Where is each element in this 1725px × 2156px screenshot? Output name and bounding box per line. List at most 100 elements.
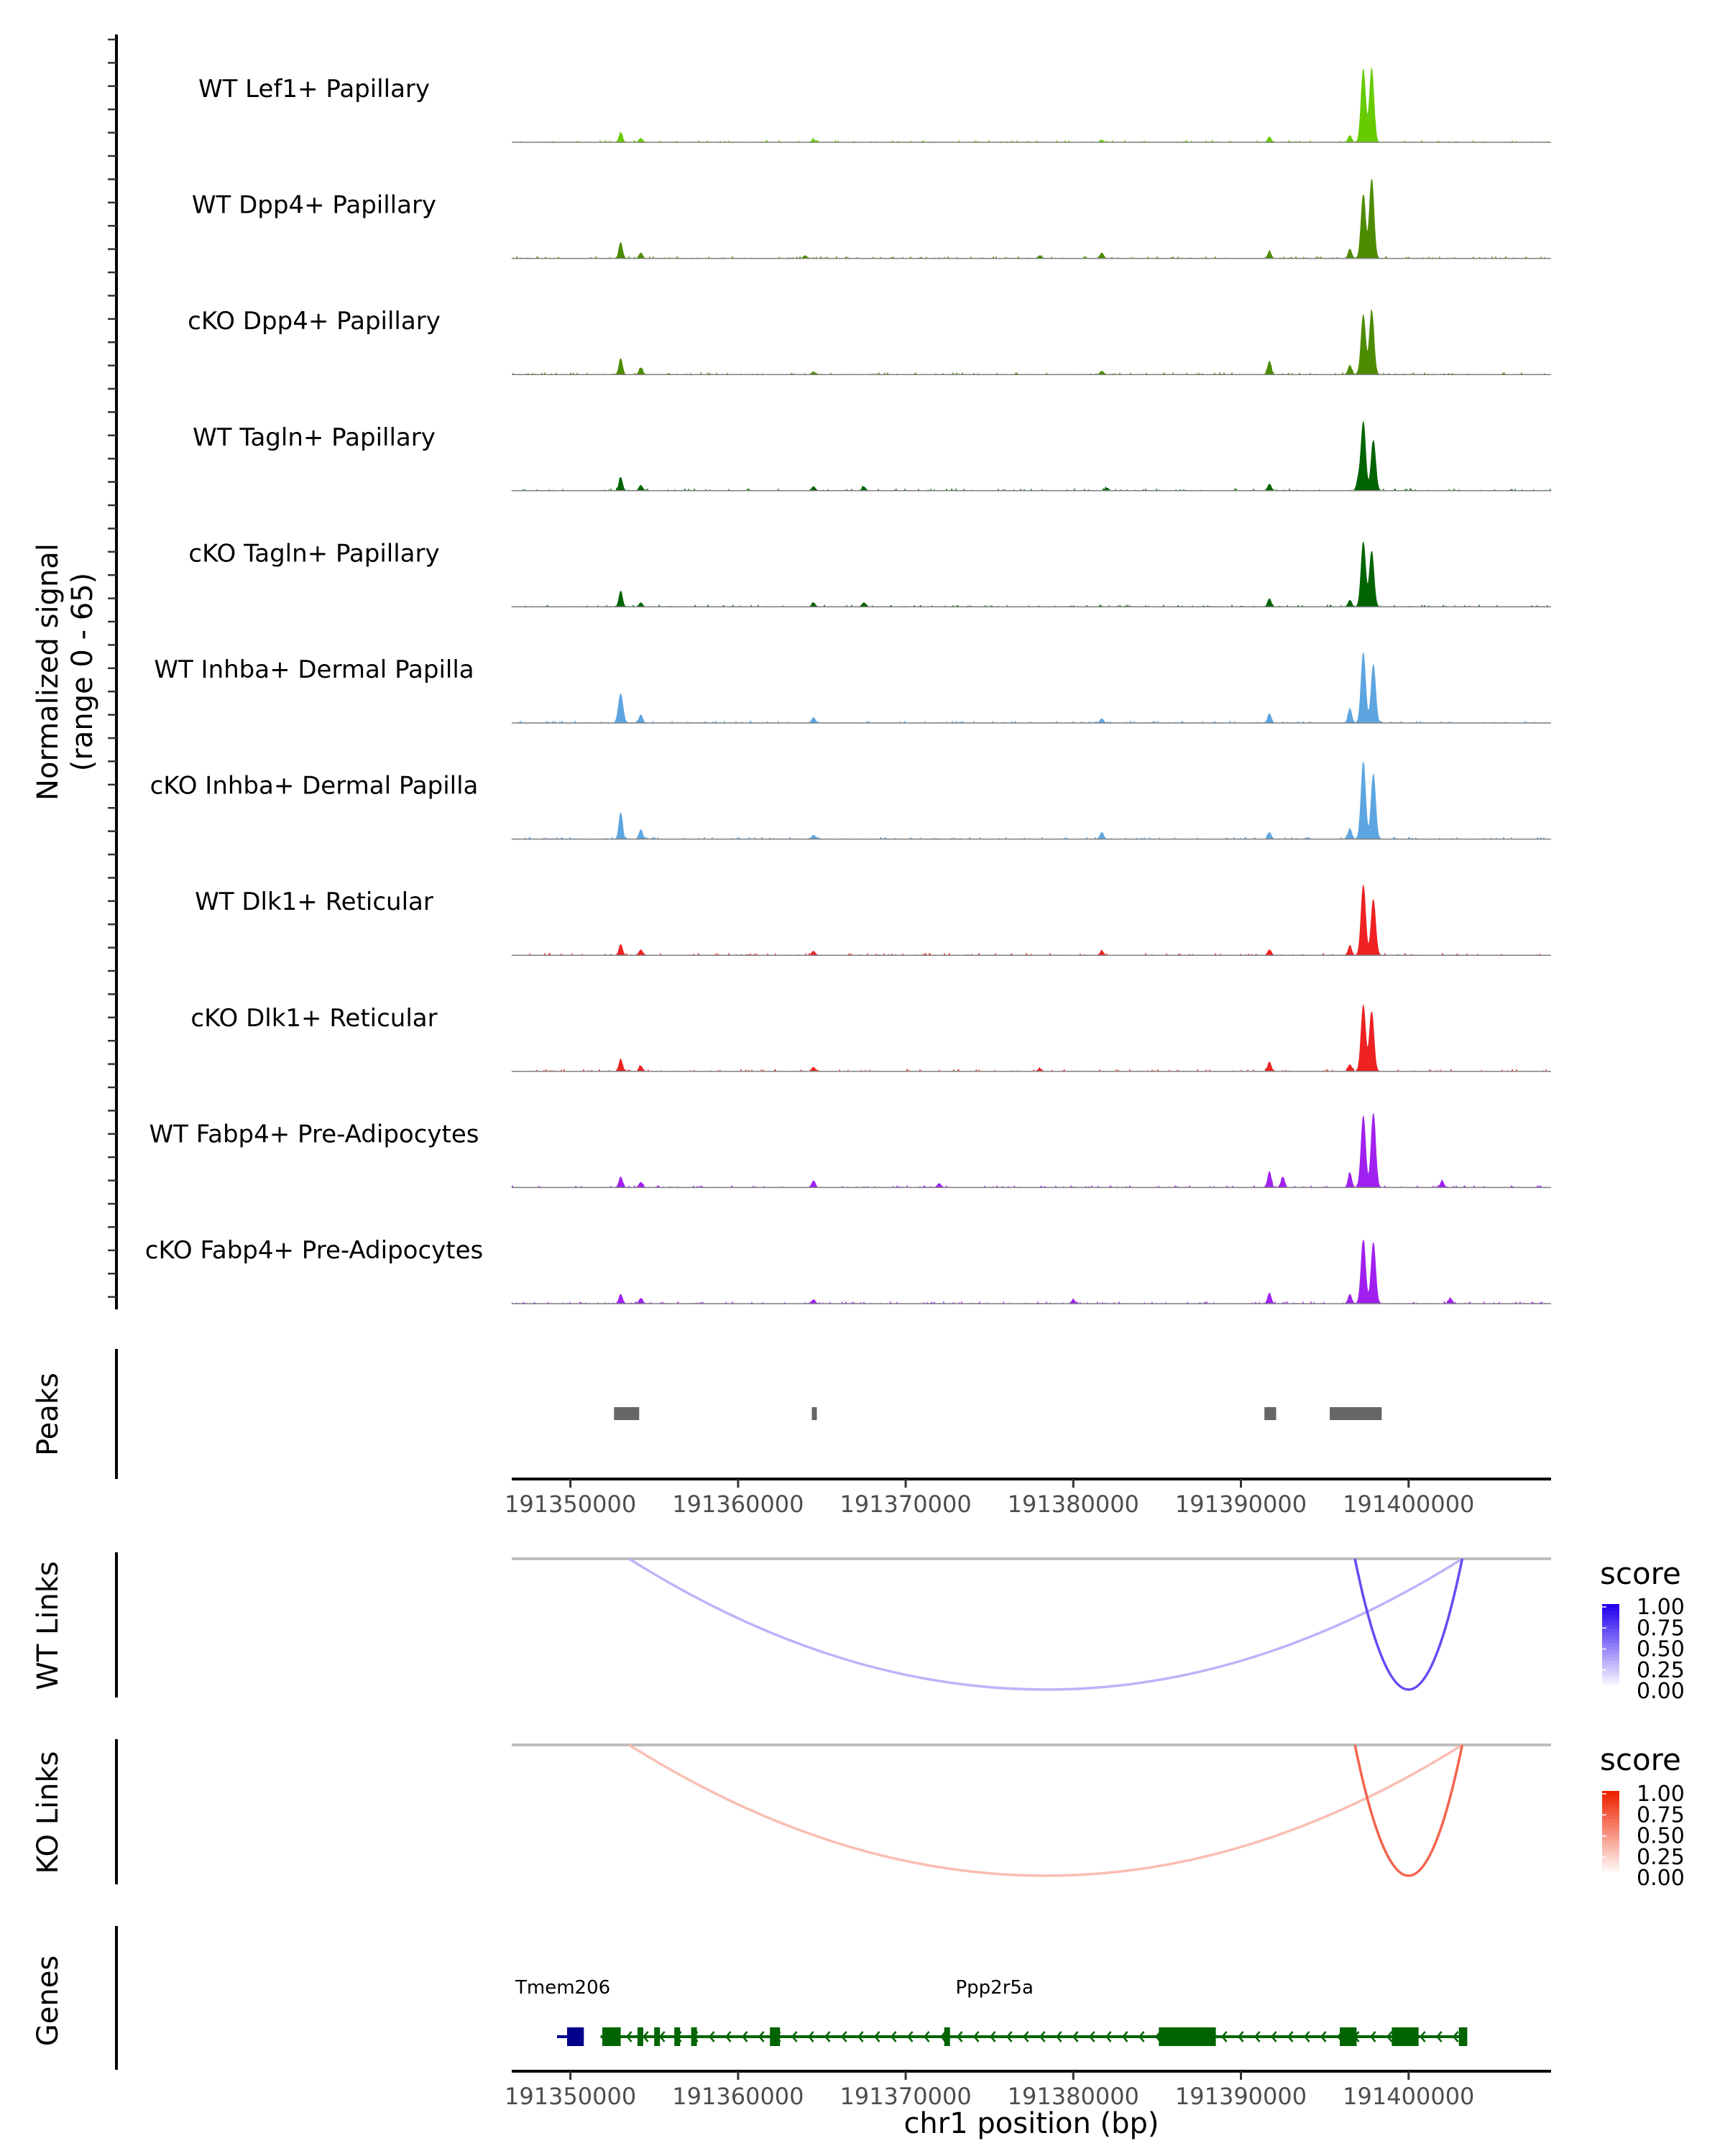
legend-color-step [1602,1628,1619,1633]
legend-tick-label: 0.50 [1637,1824,1685,1849]
strand-arrow [1320,2031,1327,2042]
legend-color-step [1602,1657,1619,1662]
legend-color-step [1602,1854,1619,1858]
peak-region [1330,1407,1382,1420]
coverage-y-ticks [108,38,116,1298]
strand-arrow [824,2031,831,2042]
legend-color-step [1602,1830,1619,1834]
legend-color-step [1602,1664,1619,1669]
legend-color-step [1602,1614,1619,1619]
coverage-track: cKO Dpp4+ Papillary [188,307,1552,375]
wt-score-legend: 1.000.750.500.250.00 [1602,1595,1685,1704]
coverage-y-title-line2: (range 0 - 65) [66,573,99,771]
legend-color-step [1602,1632,1619,1636]
legend-color-step [1602,1808,1619,1813]
strand-arrow [939,2031,947,2042]
peak-region [1264,1407,1276,1420]
x-tick-label: 191400000 [1343,1491,1474,1518]
strand-arrow [625,2031,632,2042]
coverage-panel: Normalized signal (range 0 - 65) WT Lef1… [32,34,1552,1309]
x-tick-label: 191380000 [1008,1491,1139,1518]
peak-region [811,1407,817,1420]
strand-arrow [857,2031,864,2042]
link-arc [1353,1558,1464,1691]
strand-arrow [956,2031,963,2042]
coverage-track: cKO Inhba+ Dermal Papilla [150,761,1552,840]
strand-arrow [1303,2031,1310,2042]
strand-arrow [758,2031,765,2042]
gene-model: Ppp2r5a [600,1977,1468,2046]
legend-tick-label: 0.50 [1637,1637,1685,1662]
x-tick-label: 191350000 [505,2083,636,2110]
legend-color-step [1602,1618,1619,1623]
legend-color-step [1602,1843,1619,1848]
legend-tick-label: 0.00 [1637,1679,1685,1704]
wt-links-panel: WT Links score 1.000.750.500.250.00 [32,1552,1685,1704]
legend-color-step [1602,1840,1619,1845]
legend-color-step [1602,1794,1619,1799]
link-arc [628,1557,1463,1691]
legend-tick-label: 0.00 [1637,1866,1685,1891]
legend-color-step [1602,1869,1619,1873]
peaks-panel: Peaks [32,1349,1382,1479]
x-tick-label: 191360000 [672,1491,804,1518]
legend-color-step [1602,1847,1619,1852]
strand-arrow [642,2031,649,2042]
gene-exon [1340,2027,1357,2046]
strand-arrow [1088,2031,1095,2042]
legend-color-step [1602,1607,1619,1612]
ko-legend-title: score [1600,1742,1681,1777]
track-label: cKO Tagln+ Papillary [188,539,439,568]
legend-color-step [1602,1649,1619,1654]
genes-track-label: Genes [32,1955,65,2046]
legend-color-step [1602,1674,1619,1679]
strand-arrow [1386,2031,1393,2042]
gene-exon [654,2027,661,2046]
strand-arrow [1270,2031,1277,2042]
legend-tick-label: 0.75 [1637,1802,1685,1828]
legend-color-step [1602,1660,1619,1665]
legend-tick-label: 0.25 [1637,1845,1685,1870]
track-label: cKO Dlk1+ Reticular [190,1004,437,1033]
gene-exon [944,2027,950,2046]
legend-color-step [1602,1685,1619,1690]
legend-tick-label: 1.00 [1637,1595,1685,1620]
coverage-track: cKO Fabp4+ Pre-Adipocytes [145,1236,1552,1304]
legend-color-step [1602,1643,1619,1647]
legend-color-step [1602,1801,1619,1806]
legend-color-step [1602,1851,1619,1856]
coverage-track: cKO Dlk1+ Reticular [190,1004,1552,1072]
x-tick-label: 191370000 [840,1491,971,1518]
track-label: WT Tagln+ Papillary [193,423,436,452]
legend-color-step [1602,1646,1619,1651]
legend-color-step [1602,1826,1619,1830]
legend-color-step [1602,1815,1619,1820]
gene-models: Tmem206 Ppp2r5a [515,1977,1468,2046]
legend-color-step [1602,1865,1619,1869]
strand-arrow [1287,2031,1294,2042]
legend-color-step [1602,1836,1619,1841]
coverage-track: WT Dlk1+ Reticular [195,884,1552,956]
legend-color-step [1602,1611,1619,1616]
ko-link-arcs [628,1743,1464,1877]
legend-color-step [1602,1812,1619,1816]
strand-arrow [741,2031,748,2042]
coverage-track: cKO Tagln+ Papillary [188,539,1552,608]
track-label: WT Inhba+ Dermal Papilla [154,655,474,684]
strand-arrow [873,2031,880,2042]
gene-exon [674,2027,681,2046]
strand-arrow [923,2031,930,2042]
peak-regions [614,1407,1382,1420]
strand-arrow [807,2031,814,2042]
legend-color-step [1602,1791,1619,1795]
strand-arrow [989,2031,996,2042]
strand-arrow [1072,2031,1079,2042]
strand-arrow [1435,2031,1443,2042]
coverage-track: WT Lef1+ Papillary [198,68,1552,143]
legend-color-step [1602,1621,1619,1626]
legend-color-step [1602,1671,1619,1675]
strand-arrow [1006,2031,1013,2042]
legend-color-step [1602,1604,1619,1608]
